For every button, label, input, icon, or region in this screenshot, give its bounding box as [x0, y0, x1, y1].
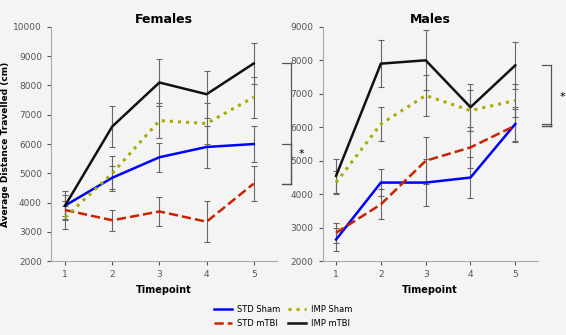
Title: Males: Males	[410, 13, 451, 26]
Text: *: *	[559, 92, 565, 102]
Legend: STD Sham, STD mTBI, IMP Sham, IMP mTBI: STD Sham, STD mTBI, IMP Sham, IMP mTBI	[211, 302, 355, 331]
Title: Females: Females	[135, 13, 193, 26]
Y-axis label: Average Distance Travelled (cm): Average Distance Travelled (cm)	[1, 61, 10, 227]
X-axis label: Timepoint: Timepoint	[136, 285, 192, 295]
Text: *: *	[298, 149, 304, 159]
X-axis label: Timepoint: Timepoint	[402, 285, 458, 295]
